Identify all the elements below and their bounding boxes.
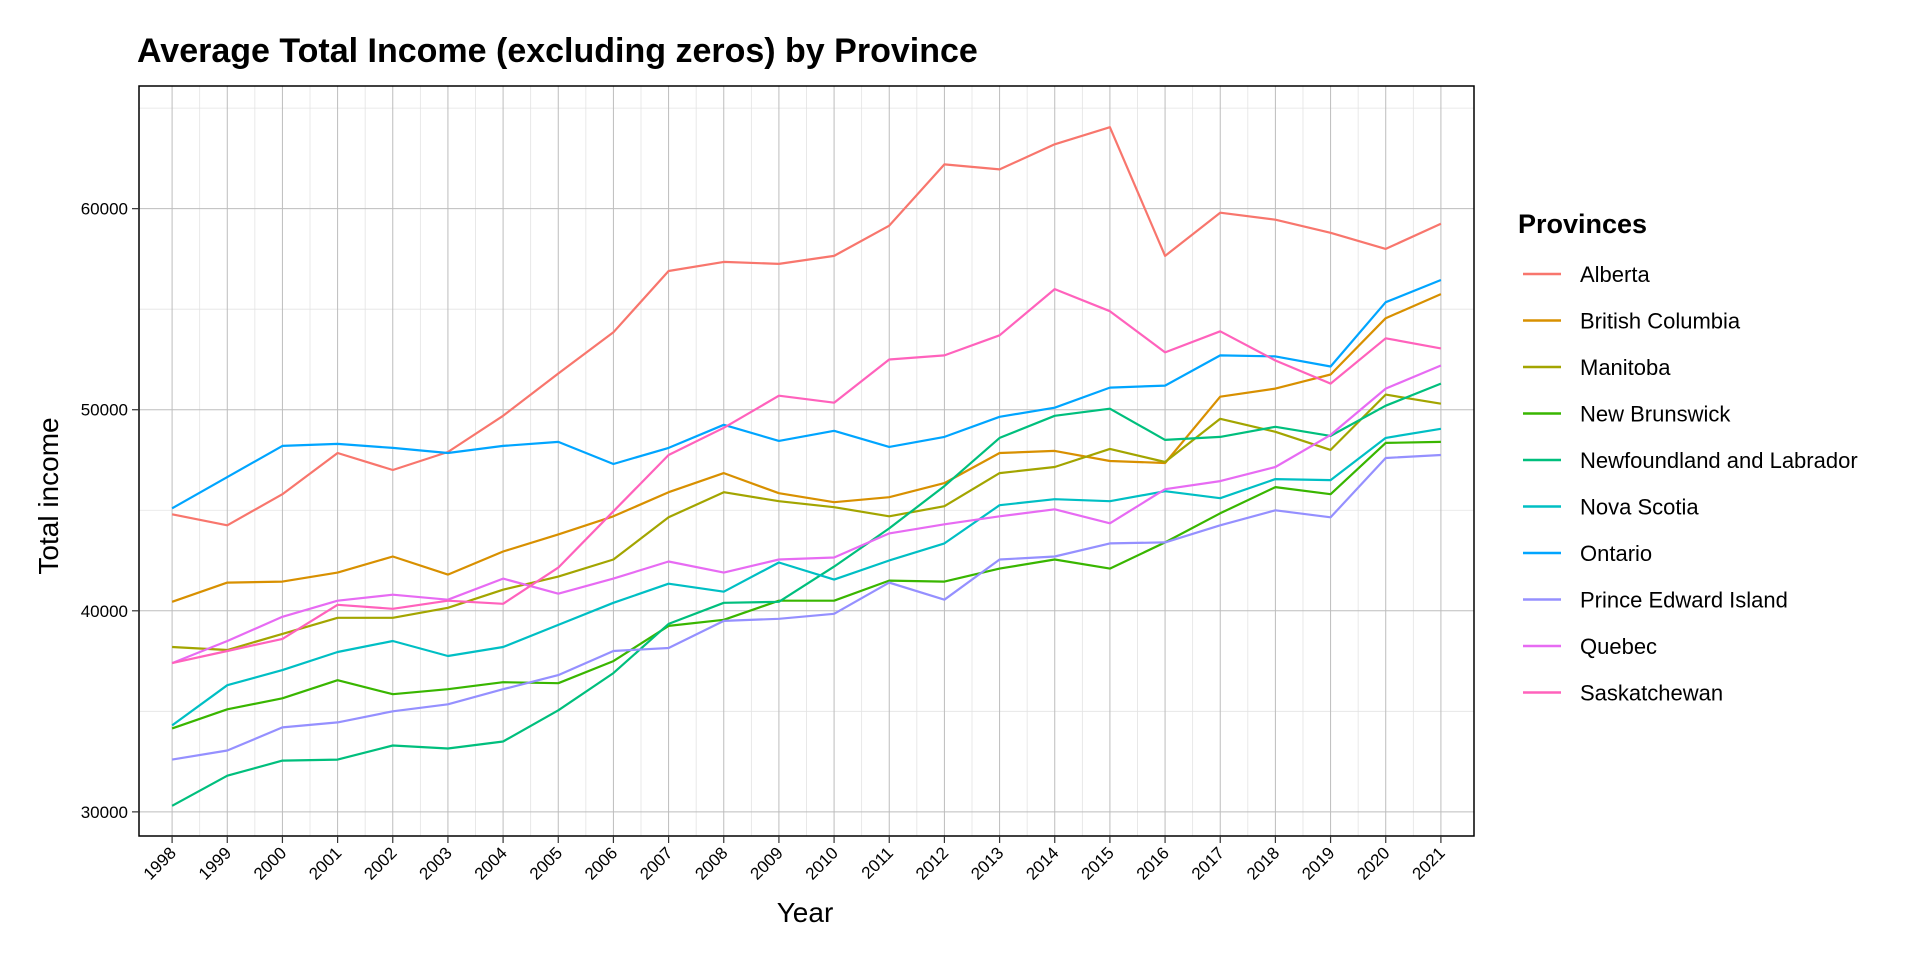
legend-title: Provinces (1518, 209, 1647, 239)
legend-label: Ontario (1580, 541, 1652, 566)
legend-label: Manitoba (1580, 355, 1671, 380)
y-tick-label: 40000 (81, 602, 128, 621)
x-tick-label: 2018 (1243, 843, 1283, 883)
plot-panel-border (138, 85, 1475, 837)
x-tick-label: 2020 (1353, 843, 1393, 883)
series-line-newfoundland-and-labrador (171, 382, 1442, 807)
y-tick-label: 30000 (81, 803, 128, 822)
series-lines (171, 126, 1442, 807)
legend-items: Alberta British Columbia Manitoba New Bruns… (1523, 262, 1858, 706)
x-tick-label: 2004 (471, 843, 511, 883)
x-axis-title: Year (777, 897, 834, 928)
legend-label: Newfoundland and Labrador (1580, 448, 1858, 473)
x-tick-label: 2011 (858, 843, 897, 882)
grid (139, 86, 1474, 836)
x-tick-label: 2008 (691, 843, 731, 883)
y-axis-ticks: 30000 40000 50000 60000 (81, 200, 139, 822)
series-line-manitoba (172, 393, 1442, 652)
x-tick-label: 2021 (1409, 843, 1449, 883)
y-tick-label: 60000 (81, 200, 128, 219)
y-tick-label: 50000 (81, 401, 128, 420)
legend: Provinces Alberta British Columbia Manitob… (1518, 209, 1858, 706)
x-tick-label: 2001 (305, 843, 345, 883)
x-tick-label: 2000 (250, 843, 290, 883)
legend-label: Alberta (1580, 262, 1650, 287)
series-line-quebec (171, 364, 1442, 665)
legend-label: Prince Edward Island (1580, 588, 1788, 613)
x-tick-label: 2012 (912, 843, 952, 883)
chart-title: Average Total Income (excluding zeros) b… (137, 32, 978, 70)
x-tick-label: 2010 (802, 843, 842, 883)
legend-label: Saskatchewan (1580, 681, 1723, 706)
x-tick-label: 1999 (195, 843, 235, 883)
series-line-alberta (171, 126, 1442, 527)
x-tick-label: 2015 (1078, 843, 1118, 883)
x-tick-label: 2019 (1298, 843, 1338, 883)
x-tick-label: 2007 (636, 843, 676, 883)
x-tick-label: 2013 (967, 843, 1007, 883)
series-line-ontario (171, 278, 1442, 510)
x-tick-label: 1998 (140, 843, 180, 883)
legend-label: Quebec (1580, 634, 1657, 659)
x-axis-ticks: 1998 1999 2000 2001 2002 2003 2004 2005 2006 2007… (140, 836, 1449, 884)
legend-label: British Columbia (1580, 309, 1741, 334)
series-line-new-brunswick (171, 440, 1441, 730)
x-tick-label: 2009 (747, 843, 787, 883)
x-tick-label: 2005 (526, 843, 566, 883)
legend-label: Nova Scotia (1580, 495, 1699, 520)
legend-label: New Brunswick (1580, 402, 1731, 427)
x-tick-label: 2016 (1133, 843, 1173, 883)
y-axis-title: Total income (33, 417, 64, 574)
x-tick-label: 2006 (581, 843, 621, 883)
x-tick-label: 2017 (1188, 843, 1228, 883)
x-tick-label: 2014 (1022, 843, 1062, 883)
series-line-nova-scotia (171, 427, 1442, 727)
series-line-prince-edward-island (171, 453, 1441, 761)
series-line-saskatchewan (171, 288, 1442, 665)
x-tick-label: 2003 (416, 843, 456, 883)
series-line-british-columbia (171, 293, 1442, 603)
x-tick-label: 2002 (360, 843, 400, 883)
